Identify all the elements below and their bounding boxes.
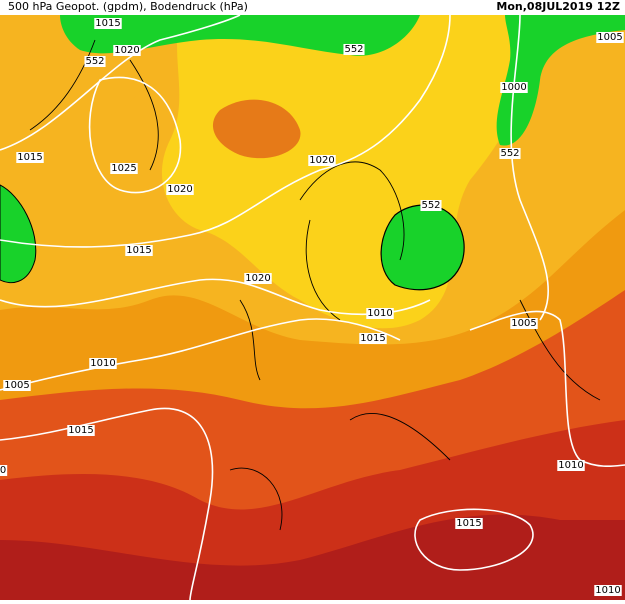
- contour-label: 1015: [95, 18, 120, 29]
- label-box: [359, 333, 387, 344]
- isobar: [0, 14, 451, 248]
- contour-label: 1005: [511, 318, 536, 329]
- contour-labels: 1015 1020 552 552 1005 1000 552 1015 1025 1020 102…: [0, 18, 624, 596]
- contour-label: 1015: [456, 518, 481, 529]
- contour-label: 1000: [501, 82, 526, 93]
- label-box: [244, 273, 272, 284]
- isobar: [0, 14, 241, 151]
- label-box: [110, 163, 138, 174]
- label-box: [0, 465, 8, 476]
- header-bar: [0, 0, 625, 15]
- contour-label: 1015: [68, 425, 93, 436]
- label-box: [343, 44, 365, 55]
- contour-label: 552: [421, 200, 440, 211]
- trough-green-ne: [496, 15, 625, 146]
- contour-label: 1025: [111, 163, 136, 174]
- contour-label: 552: [500, 148, 519, 159]
- contour-label: 1015: [126, 245, 151, 256]
- label-box: [16, 152, 44, 163]
- label-box: [84, 56, 106, 67]
- label-box: [67, 425, 95, 436]
- contour-label: 552: [344, 44, 363, 55]
- trough-green-w: [0, 184, 37, 283]
- label-box: [125, 245, 153, 256]
- coastlines: [29, 39, 601, 531]
- contour-label: 552: [85, 56, 104, 67]
- contour-label: 1010: [90, 358, 115, 369]
- contour-label: 1020: [167, 184, 192, 195]
- label-box: [366, 308, 394, 319]
- isobar: [414, 508, 534, 571]
- label-box: [308, 155, 336, 166]
- map-date: Mon,08JUL2019 12Z: [496, 0, 620, 13]
- contour-label: 0: [0, 465, 6, 476]
- contour-label: 1015: [360, 333, 385, 344]
- label-box: [596, 32, 624, 43]
- trough-green-n: [60, 15, 420, 56]
- label-box: [594, 585, 622, 596]
- label-box: [113, 45, 141, 56]
- contour-label: 1010: [558, 460, 583, 471]
- cutoff-low-green: [380, 204, 465, 291]
- field-yellow: [161, 15, 560, 329]
- isobar: [88, 76, 182, 194]
- contour-label: 1005: [4, 380, 29, 391]
- label-box: [420, 200, 442, 211]
- contour-label: 1015: [17, 152, 42, 163]
- contour-label: 1020: [245, 273, 270, 284]
- field-deep-red: [0, 514, 625, 600]
- label-box: [499, 148, 521, 159]
- label-box: [166, 184, 194, 195]
- label-box: [455, 518, 483, 529]
- isobar: [469, 310, 625, 468]
- isobar: [510, 14, 549, 321]
- contour-label: 1005: [597, 32, 622, 43]
- contour-label: 1010: [595, 585, 620, 596]
- contour-label: 1020: [114, 45, 139, 56]
- label-box: [500, 82, 528, 93]
- map-title: 500 hPa Geopot. (gpdm), Bodendruck (hPa): [8, 0, 248, 13]
- field-orange-low: [212, 99, 301, 159]
- label-box: [510, 318, 538, 329]
- contour-label: 1010: [367, 308, 392, 319]
- label-box: [94, 18, 122, 29]
- label-box: [3, 380, 31, 391]
- label-box: [557, 460, 585, 471]
- contour-label: 1020: [309, 155, 334, 166]
- label-box: [89, 358, 117, 369]
- isobar: [0, 318, 401, 391]
